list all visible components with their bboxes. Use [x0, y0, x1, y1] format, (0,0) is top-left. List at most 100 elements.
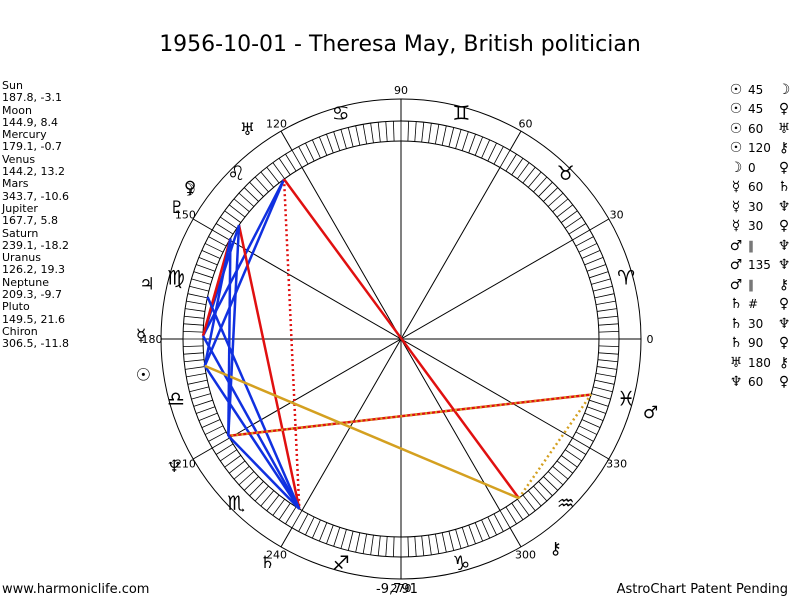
planet-coords-jupiter: 167.7, 5.8 [2, 214, 58, 228]
degree-tick [499, 150, 511, 168]
zodiac-signs: ♈ ♉ ♊ ♋ ♌ ♍ ♎ ♏ ♐ ♑ ♒ ♓ [167, 101, 635, 575]
degree-tick [533, 176, 548, 193]
degree-tick [355, 125, 361, 146]
planet-name-moon: Moon [2, 103, 32, 117]
zodiac-sign-icon: ♍ [167, 266, 185, 290]
planet-coords-neptune: 209.3, -9.7 [2, 288, 62, 302]
aspect-line [227, 435, 301, 510]
degree-tick [183, 345, 204, 348]
zodiac-sign-icon: ♎ [167, 386, 185, 410]
degree-tick [586, 264, 606, 272]
aspect-label: ∥ [748, 238, 754, 253]
degree-tick [584, 412, 604, 422]
degree-tick [254, 176, 269, 193]
degree-tick [564, 216, 582, 229]
degree-tick [204, 243, 224, 253]
degree-tick [591, 393, 611, 400]
degree-tick [589, 399, 609, 407]
degree-tick [481, 519, 491, 539]
aspect-row: ☿ 60 ♄ [728, 178, 798, 198]
degree-label: 210 [175, 458, 196, 471]
aspect-planet-glyph: ☉ [729, 140, 743, 157]
degree-tick [340, 129, 347, 149]
aspect-planet-glyph: ♂ [729, 257, 743, 274]
aspect-planet-glyph: ♂ [729, 237, 743, 254]
degree-tick [538, 181, 553, 197]
degree-tick [461, 131, 469, 151]
planet-jupiter-icon: ♃ [139, 275, 154, 295]
planet-neptune-icon: ♆ [167, 457, 182, 477]
sign-divider [589, 447, 610, 460]
aspect-label: 180 [748, 355, 771, 370]
footer-value: -9,791 [376, 582, 418, 597]
planet-name-sun: Sun [2, 79, 23, 92]
degree-tick [584, 256, 604, 266]
zodiac-sign-icon: ♈ [617, 266, 635, 290]
aspect-planet-glyph: ☿ [731, 218, 741, 235]
degree-tick [228, 204, 246, 218]
degree-tick [598, 323, 619, 326]
degree-tick [597, 366, 617, 370]
degree-tick [311, 139, 321, 159]
planet-coords-sun: 187.8, -3.1 [2, 91, 62, 105]
aspect-planet-glyph: ⚷ [778, 276, 790, 293]
degree-tick [578, 425, 598, 435]
planet-name-venus: Venus [2, 152, 36, 166]
wheel-rings [160, 98, 642, 580]
degree-tick [595, 372, 616, 378]
degree-tick [266, 494, 280, 512]
planet-coords-saturn: 239.1, -18.2 [2, 238, 69, 252]
degree-tick [233, 198, 250, 213]
degree-tick [201, 419, 221, 429]
aspect-row: ♆ 60 ♀ [728, 373, 798, 393]
aspect-planet-glyph: ♆ [777, 198, 791, 215]
aspect-line [206, 296, 301, 510]
degree-tick [589, 271, 609, 279]
degree-tick [260, 490, 275, 507]
aspect-list: ☉ 45 ☽ ☉ 45 ♀ ☉ 60 ♅ ☉ 120 ⚷ ☽ 0 ♀ ☿ 60 ♄ ☿ 30 ♆ ☿ 30 ♀ ♂ ∥ ♆ ♂ 135 ♆… [728, 80, 798, 392]
planet-name-mercury: Mercury [2, 128, 47, 142]
degree-tick [441, 125, 447, 146]
zodiac-sign-icon: ♌ [227, 161, 245, 185]
sign-divider [192, 447, 213, 460]
degree-tick [233, 465, 250, 480]
degree-tick [487, 516, 497, 536]
aspect-planet-glyph: ⚷ [778, 354, 790, 371]
zodiac-sign-icon: ♉ [557, 161, 575, 185]
degree-tick [243, 187, 259, 202]
degree-tick [266, 166, 280, 184]
degree-tick [414, 121, 417, 142]
degree-tick [333, 527, 341, 547]
aspect-label: 60 [748, 180, 764, 195]
degree-tick [208, 431, 227, 442]
degree-tick [407, 536, 410, 557]
aspect-planet-glyph: ♂ [729, 276, 743, 293]
degree-tick [533, 485, 548, 502]
degree-tick [527, 171, 542, 188]
zodiac-sign-icon: ♑ [452, 551, 470, 575]
planet-coords-mars: 343.7, -10.6 [2, 189, 69, 203]
degree-tick [591, 278, 611, 285]
footer-website: www.harmoniclife.com [2, 582, 150, 597]
degree-tick [552, 465, 569, 480]
degree-tick [468, 524, 476, 544]
degree-tick [291, 510, 303, 528]
degree-tick [578, 243, 598, 253]
degree-tick [184, 315, 205, 319]
degree-tick [547, 192, 564, 207]
degree-tick [272, 498, 285, 516]
aspect-planet-glyph: ♀ [778, 335, 790, 352]
degree-tick [355, 532, 361, 553]
planet-name-jupiter: Jupiter [2, 201, 38, 215]
degree-tick [517, 162, 530, 180]
degree-tick [224, 210, 242, 223]
degree-tick [326, 134, 334, 154]
aspect-planet-glyph: ♆ [777, 257, 791, 274]
degree-tick [183, 352, 204, 355]
degree-tick [193, 399, 213, 407]
planet-venus-icon: ♀ [184, 178, 196, 198]
degree-tick [285, 153, 297, 172]
planet-coords-moon: 144.9, 8.4 [2, 115, 58, 129]
degree-tick [212, 229, 230, 241]
degree-tick [185, 366, 205, 370]
